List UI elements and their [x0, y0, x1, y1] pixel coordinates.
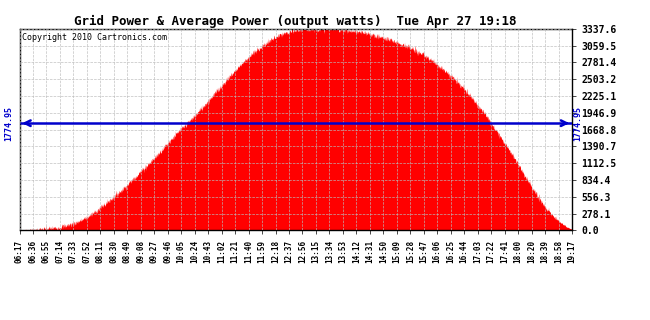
Text: 1774.95: 1774.95: [573, 106, 582, 141]
Title: Grid Power & Average Power (output watts)  Tue Apr 27 19:18: Grid Power & Average Power (output watts…: [75, 14, 517, 28]
Text: Copyright 2010 Cartronics.com: Copyright 2010 Cartronics.com: [22, 33, 167, 42]
Text: 1774.95: 1774.95: [4, 106, 13, 141]
